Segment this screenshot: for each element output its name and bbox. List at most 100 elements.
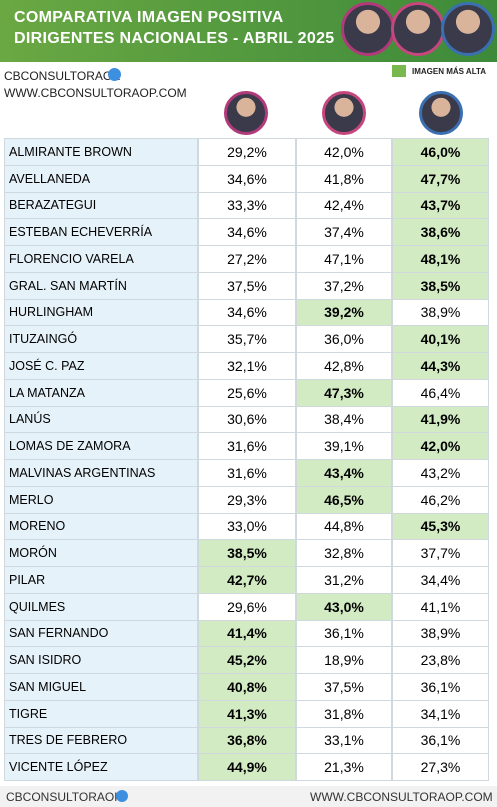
value-cell: 29,3% — [198, 485, 296, 514]
value-cell: 38,9% — [392, 298, 489, 327]
value-cell: 36,8% — [198, 726, 296, 755]
value-cell: 31,6% — [198, 432, 296, 460]
name-cell: PILAR — [4, 566, 198, 594]
name-cell: ITUZAINGÓ — [4, 325, 198, 353]
value-cell: 37,5% — [296, 673, 392, 701]
name-cell: FLORENCIO VARELA — [4, 245, 198, 273]
value-cell: 41,8% — [296, 164, 392, 193]
value-cell: 48,1% — [392, 245, 489, 273]
value-cell: 27,3% — [392, 753, 489, 781]
name-cell: VICENTE LÓPEZ — [4, 753, 198, 781]
portrait — [441, 2, 495, 56]
value-cell: 21,3% — [296, 753, 392, 781]
value-cell: 34,4% — [392, 566, 489, 594]
name-cell: QUILMES — [4, 592, 198, 621]
name-cell: BERAZATEGUI — [4, 191, 198, 220]
verified-badge — [116, 790, 128, 802]
value-cell: 31,2% — [296, 566, 392, 594]
name-cell: MERLO — [4, 485, 198, 514]
name-cell: SAN ISIDRO — [4, 646, 198, 674]
portrait — [322, 91, 366, 135]
value-cell: 32,8% — [296, 539, 392, 567]
name-cell: LA MATANZA — [4, 378, 198, 407]
footer: CBCONSULTORAOK WWW.CBCONSULTORAOP.COM — [0, 786, 497, 807]
legend-label: IMAGEN MÁS ALTA — [412, 67, 487, 76]
value-cell: 41,4% — [198, 619, 296, 648]
title-line: DIRIGENTES NACIONALES - ABRIL 2025 — [14, 30, 335, 47]
value-cell: 40,1% — [392, 325, 489, 353]
value-cell: 45,2% — [198, 646, 296, 674]
value-cell: 31,6% — [198, 459, 296, 487]
footer-website: WWW.CBCONSULTORAOP.COM — [310, 790, 493, 804]
footer-brand: CBCONSULTORAOK — [6, 790, 123, 804]
value-cell: 38,5% — [198, 539, 296, 567]
name-cell: LANÚS — [4, 405, 198, 434]
value-cell: 47,1% — [296, 245, 392, 273]
value-cell: 39,1% — [296, 432, 392, 460]
value-cell: 43,4% — [296, 459, 392, 487]
value-cell: 46,5% — [296, 485, 392, 514]
value-cell: 23,8% — [392, 646, 489, 674]
value-cell: 34,1% — [392, 699, 489, 728]
value-cell: 37,4% — [296, 218, 392, 246]
portrait — [419, 91, 463, 135]
value-cell: 38,9% — [392, 619, 489, 648]
value-cell: 42,8% — [296, 352, 392, 380]
value-cell: 33,3% — [198, 191, 296, 220]
value-cell: 42,7% — [198, 566, 296, 594]
name-cell: ALMIRANTE BROWN — [4, 138, 198, 166]
value-cell: 39,2% — [296, 298, 392, 327]
brand: CBCONSULTORAOK — [4, 69, 121, 83]
name-cell: TIGRE — [4, 699, 198, 728]
value-cell: 41,1% — [392, 592, 489, 621]
value-cell: 46,2% — [392, 485, 489, 514]
value-cell: 31,8% — [296, 699, 392, 728]
value-cell: 43,7% — [392, 191, 489, 220]
name-cell: JOSÉ C. PAZ — [4, 352, 198, 380]
website: WWW.CBCONSULTORAOP.COM — [4, 86, 187, 100]
value-cell: 18,9% — [296, 646, 392, 674]
value-cell: 44,9% — [198, 753, 296, 781]
value-cell: 34,6% — [198, 164, 296, 193]
name-cell: LOMAS DE ZAMORA — [4, 432, 198, 460]
value-cell: 25,6% — [198, 378, 296, 407]
header: COMPARATIVA IMAGEN POSITIVA DIRIGENTES N… — [0, 0, 497, 62]
value-cell: 36,1% — [392, 673, 489, 701]
value-cell: 36,1% — [392, 726, 489, 755]
value-cell: 33,0% — [198, 512, 296, 541]
value-cell: 40,8% — [198, 673, 296, 701]
value-cell: 38,5% — [392, 271, 489, 300]
value-cell: 38,4% — [296, 405, 392, 434]
value-cell: 42,0% — [392, 432, 489, 460]
value-cell: 43,2% — [392, 459, 489, 487]
name-cell: AVELLANEDA — [4, 164, 198, 193]
portrait — [224, 91, 268, 135]
value-cell: 27,2% — [198, 245, 296, 273]
name-cell: SAN FERNANDO — [4, 619, 198, 648]
value-cell: 33,1% — [296, 726, 392, 755]
name-cell: ESTEBAN ECHEVERRÍA — [4, 218, 198, 246]
value-cell: 45,3% — [392, 512, 489, 541]
value-cell: 30,6% — [198, 405, 296, 434]
value-cell: 34,6% — [198, 218, 296, 246]
name-cell: SAN MIGUEL — [4, 673, 198, 701]
value-cell: 36,1% — [296, 619, 392, 648]
value-cell: 29,6% — [198, 592, 296, 621]
name-cell: GRAL. SAN MARTÍN — [4, 271, 198, 300]
value-cell: 46,4% — [392, 378, 489, 407]
value-cell: 41,9% — [392, 405, 489, 434]
value-cell: 41,3% — [198, 699, 296, 728]
legend-swatch — [392, 65, 406, 77]
value-cell: 47,3% — [296, 378, 392, 407]
value-cell: 37,7% — [392, 539, 489, 567]
value-cell: 38,6% — [392, 218, 489, 246]
value-cell: 34,6% — [198, 298, 296, 327]
name-cell: MALVINAS ARGENTINAS — [4, 459, 198, 487]
value-cell: 44,3% — [392, 352, 489, 380]
value-cell: 44,8% — [296, 512, 392, 541]
title-line: COMPARATIVA IMAGEN POSITIVA — [14, 9, 284, 26]
value-cell: 35,7% — [198, 325, 296, 353]
verified-badge — [108, 68, 121, 81]
value-cell: 47,7% — [392, 164, 489, 193]
